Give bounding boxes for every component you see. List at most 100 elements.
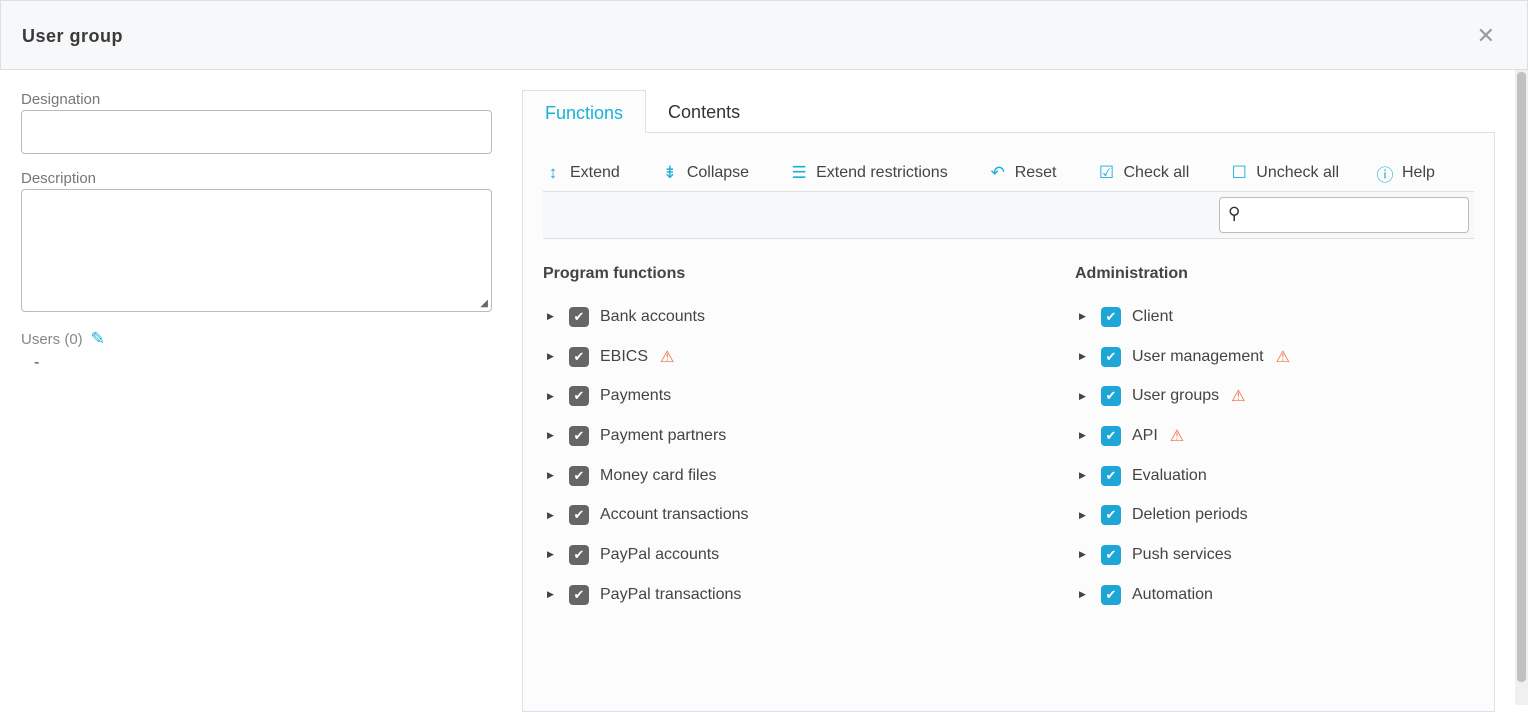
- tree-item-label: Evaluation: [1132, 466, 1207, 484]
- tree-item-label: PayPal accounts: [600, 545, 720, 563]
- program-functions-column: Program functions ▶ ✔ Bank accounts ▶ ✔ EBICS…: [543, 265, 749, 615]
- expand-arrow-icon[interactable]: ▶: [547, 351, 554, 362]
- checkbox[interactable]: ✔: [1101, 505, 1121, 526]
- tree-item-label: Client: [1132, 307, 1173, 325]
- extend-button[interactable]: ↕ Extend: [543, 163, 620, 183]
- expand-arrow-icon[interactable]: ▶: [1079, 311, 1086, 322]
- close-icon[interactable]: ✕: [1476, 23, 1495, 48]
- expand-arrow-icon[interactable]: ▶: [1079, 470, 1086, 481]
- warning-icon: ⚠: [1169, 427, 1185, 445]
- check-all-button[interactable]: ☑ Check all: [1096, 163, 1189, 183]
- tree-item-label: Money card files: [600, 466, 717, 484]
- tree-item: ▶ ✔ Automation: [1075, 575, 1290, 615]
- program-functions-title: Program functions: [543, 265, 686, 282]
- tree-item: ▶ ✔ Push services: [1075, 535, 1290, 575]
- undo-icon: ↶: [990, 163, 1005, 182]
- warning-icon: ⚠: [1275, 348, 1290, 366]
- reset-button[interactable]: ↶ Reset: [988, 163, 1057, 183]
- reset-label: Reset: [1014, 164, 1057, 181]
- expand-arrow-icon[interactable]: ▶: [1079, 549, 1086, 560]
- scrollbar-thumb[interactable]: [1517, 72, 1526, 682]
- tree-item: ▶ ✔ Account transactions: [543, 495, 749, 535]
- warning-icon: ⚠: [1231, 388, 1246, 406]
- check-all-label: Check all: [1123, 164, 1190, 181]
- tree-item: ▶ ✔ Deletion periods: [1075, 495, 1290, 535]
- checkbox[interactable]: ✔: [1101, 386, 1121, 407]
- checkbox[interactable]: ✔: [1101, 544, 1121, 565]
- tree-item: ▶ ✔ User groups ⚠: [1075, 376, 1290, 416]
- help-icon: ⓘ: [1376, 165, 1394, 185]
- checkbox[interactable]: ✔: [1101, 306, 1121, 327]
- expand-arrow-icon[interactable]: ▶: [1079, 509, 1086, 520]
- expand-arrow-icon[interactable]: ▶: [1079, 351, 1086, 362]
- tab-functions[interactable]: Functions: [522, 90, 647, 133]
- uncheck-all-button[interactable]: ☐ Uncheck all: [1229, 163, 1339, 183]
- checkbox-checked-icon: ☑: [1098, 163, 1115, 182]
- checkbox[interactable]: ✔: [569, 425, 589, 446]
- tree-item: ▶ ✔ Client: [1075, 297, 1290, 337]
- checkbox[interactable]: ✔: [569, 505, 589, 526]
- search-input[interactable]: ⚲: [1219, 197, 1469, 233]
- tree-item-label: EBICS: [600, 347, 649, 365]
- tree-item-label: Bank accounts: [600, 307, 705, 325]
- scrollbar[interactable]: [1515, 70, 1528, 705]
- expand-arrow-icon[interactable]: ▶: [1079, 390, 1086, 401]
- expand-arrow-icon[interactable]: ▶: [547, 470, 554, 481]
- search-bar: ⚲: [543, 192, 1474, 239]
- help-label: Help: [1402, 164, 1435, 181]
- tree-item-label: Payments: [600, 387, 672, 405]
- tree-item-label: Deletion periods: [1132, 506, 1248, 524]
- tree-item-label: User management: [1132, 347, 1264, 365]
- tree-item: ▶ ✔ Payment partners: [543, 416, 749, 456]
- tree-item-label: Automation: [1132, 585, 1213, 603]
- administration-column: Administration ▶ ✔ Client ▶ ✔ User management…: [1075, 265, 1290, 615]
- extend-restrictions-button[interactable]: ☰ Extend restrictions: [789, 163, 947, 183]
- tree-item: ▶ ✔ EBICS ⚠: [543, 337, 749, 377]
- toolbar: ↕ Extend ⇟ Collapse ☰ Extend restrictions ↶…: [543, 155, 1474, 192]
- tree-item: ▶ ✔ Money card files: [543, 456, 749, 496]
- tab-bar: Functions Contents: [522, 90, 762, 133]
- tree-item-label: API: [1132, 426, 1158, 444]
- dialog-title: User group: [22, 26, 124, 46]
- checkbox[interactable]: ✔: [1101, 346, 1121, 367]
- checkbox[interactable]: ✔: [569, 584, 589, 605]
- description-label: Description: [21, 170, 97, 187]
- checkbox[interactable]: ✔: [1101, 425, 1121, 446]
- edit-pencil-icon[interactable]: ✎: [90, 329, 105, 348]
- tree-item-label: User groups: [1132, 387, 1220, 405]
- tab-contents[interactable]: Contents: [668, 102, 741, 122]
- extend-label: Extend: [570, 164, 620, 181]
- expand-arrow-icon[interactable]: ▶: [1079, 589, 1086, 600]
- checkbox[interactable]: ✔: [1101, 465, 1121, 486]
- collapse-label: Collapse: [686, 164, 750, 181]
- collapse-button[interactable]: ⇟ Collapse: [660, 163, 749, 183]
- tree-item: ▶ ✔ Bank accounts: [543, 297, 749, 337]
- tree-item-label: PayPal transactions: [600, 585, 742, 603]
- tree-item: ▶ ✔ Evaluation: [1075, 456, 1290, 496]
- description-textarea[interactable]: ◢: [21, 189, 492, 312]
- expand-arrow-icon[interactable]: ▶: [547, 549, 554, 560]
- resize-grip-icon[interactable]: ◢: [480, 298, 488, 309]
- expand-arrow-icon[interactable]: ▶: [547, 390, 554, 401]
- checkbox[interactable]: ✔: [569, 544, 589, 565]
- expand-arrow-icon[interactable]: ▶: [547, 311, 554, 322]
- expand-arrow-icon[interactable]: ▶: [547, 589, 554, 600]
- expand-arrow-icon[interactable]: ▶: [547, 430, 554, 441]
- uncheck-all-label: Uncheck all: [1256, 164, 1339, 181]
- checkbox[interactable]: ✔: [569, 465, 589, 486]
- administration-title: Administration: [1075, 265, 1188, 282]
- checkbox[interactable]: ✔: [569, 386, 589, 407]
- expand-arrow-icon[interactable]: ▶: [547, 509, 554, 520]
- designation-input[interactable]: [21, 110, 492, 154]
- expand-arrow-icon[interactable]: ▶: [1079, 430, 1086, 441]
- help-button[interactable]: ⓘ Help: [1375, 161, 1435, 186]
- checkbox[interactable]: ✔: [569, 306, 589, 327]
- list-indent-icon: ☰: [791, 163, 807, 182]
- checkbox[interactable]: ✔: [1101, 584, 1121, 605]
- tree-item: ▶ ✔ PayPal transactions: [543, 575, 749, 615]
- tree-item-label: Payment partners: [600, 426, 727, 444]
- tree-item: ▶ ✔ Payments: [543, 376, 749, 416]
- users-section: Users (0) ✎: [21, 329, 105, 349]
- search-icon: ⚲: [1228, 204, 1241, 223]
- checkbox[interactable]: ✔: [569, 346, 589, 367]
